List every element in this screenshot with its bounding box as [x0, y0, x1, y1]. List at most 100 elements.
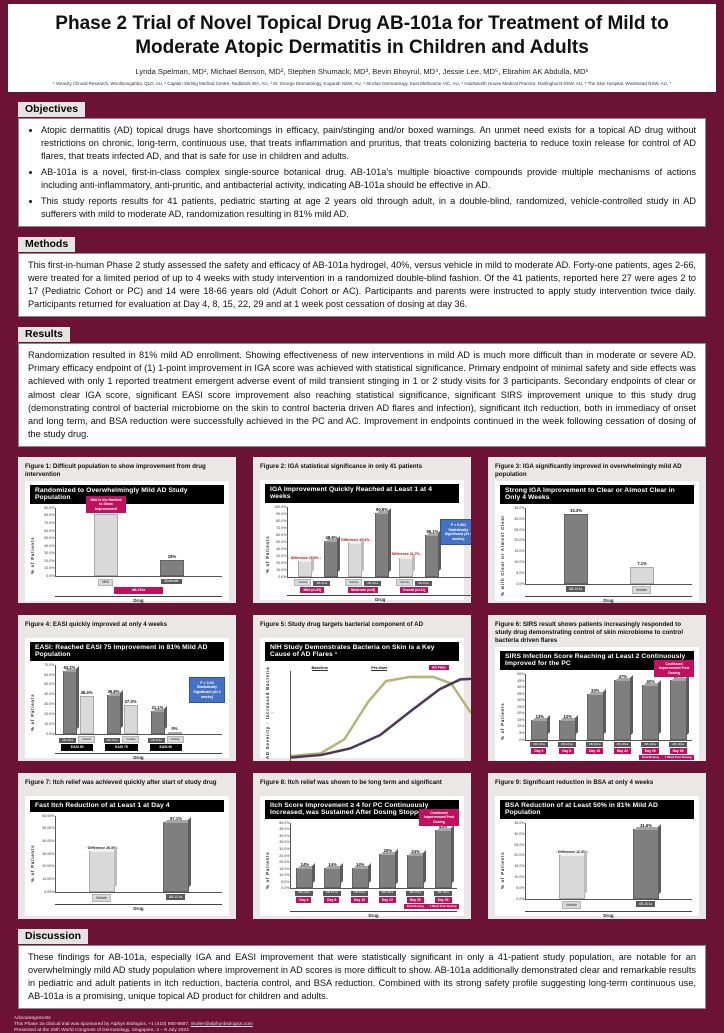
poster-title: Phase 2 Trial of Novel Topical Drug AB-1… [55, 13, 669, 59]
bar-cell: 14% [319, 823, 347, 889]
plot-area: 0.0% 5.0% 10.0% 15.0% 20.0% 25.0% 30.0% 35.0% 40… [279, 808, 459, 890]
y-axis-tick: 30.0% [276, 553, 287, 558]
bar [296, 867, 314, 889]
bar-value-label: 14% [355, 861, 365, 867]
x-label-row: Vehicle AB-101a [525, 901, 692, 909]
series-tag: AB-101a [364, 581, 382, 586]
author-list: Lynda Spelman, MD¹, Michael Benson, MD²,… [135, 66, 589, 76]
sponsor-email-link[interactable]: nkoller@alphynbiologics.com [190, 1021, 253, 1027]
series-cell: AB-101a [346, 890, 374, 896]
group-label-row: EASI 50 EASI 75 EASI 90 [55, 744, 222, 751]
series-label-row: AB-101a AB-101a AB-101a AB-101a AB-101a AB-10… [290, 890, 457, 896]
bar [531, 720, 549, 740]
group-label-cell: Moderate (n=8) [338, 587, 389, 593]
bar-cell: 33.3% [556, 508, 596, 584]
phase-label: AD Flare [409, 665, 469, 671]
phase-text: Baseline [311, 664, 328, 672]
chart-body: % of Patients 0.00% 10.00% 20.00% 30.00% 40.0… [30, 814, 224, 911]
bar [586, 694, 604, 740]
day-tag: Day 29 [641, 748, 659, 754]
figure-panel: Figure 2: IGA statistical significance i… [253, 456, 471, 603]
y-axis-tick: 35.0% [514, 505, 525, 510]
bar-value-label: 56.1% [426, 529, 439, 535]
day-cell: Day 29 [401, 897, 429, 903]
chart-title-bar: BSA Reduction of at Least 50% in 81% Mil… [500, 799, 694, 819]
bar-column: 36.4% [79, 665, 94, 734]
phase-text: AD Flare [428, 665, 449, 671]
group-bar-pair: ↑ Difference 31.7% ↓ 56.1% [389, 507, 440, 577]
series-cell: AB-101a [318, 890, 346, 896]
day-tag: Day 15 [351, 897, 369, 903]
group-cell: 21.1% 0% [144, 665, 188, 734]
series-cell: AB-101a [664, 742, 692, 747]
difference-annotation: ↑ Difference 45.4% ↓ [338, 537, 372, 542]
y-axis-tick: 90.0% [44, 505, 55, 510]
bar-value-label: 14% [328, 861, 337, 867]
x-label-cell: Vehicle [550, 901, 594, 909]
chart-title-bar: SIRS Infection Score Reaching at Least 2… [500, 650, 694, 670]
callout-box: Continued Improvement Post Dosing [419, 808, 459, 826]
series-tag-pair: AB-101a Vehicle [59, 736, 96, 743]
y-axis-tick: 25.0% [514, 842, 525, 847]
bar [160, 559, 184, 577]
series-cell: AB-101a [401, 890, 429, 896]
legend-tag: AB-101a [113, 587, 164, 594]
y-axis-tick: 10% [517, 724, 525, 729]
figure-panel: Figure 1: Difficult population to show i… [18, 456, 236, 603]
series-cell: Vehicle AB-101a [389, 579, 440, 586]
series-cell: AB-101a [608, 742, 636, 747]
group-tag: Overall (n=41) [399, 587, 429, 593]
x-category-tag: Vehicle [562, 901, 581, 909]
figure-panel: Figure 9: Significant reduction in BSA a… [488, 772, 706, 919]
day-cell: Day 8 [553, 748, 581, 754]
figure-caption: Figure 3: IGA significantly improved in … [495, 462, 682, 478]
plot-area: 0.0% 5.0% 10.0% 15.0% 20.0% 25.0% 30.0% 35.0% ↑ … [514, 821, 692, 901]
group-cell: ↑ Difference 28.6% ↓ 48.6% [288, 507, 339, 577]
y-axis-tick: 25.0% [514, 527, 525, 532]
series-tag: AB-101a [530, 742, 548, 747]
bar-value-label: 47% [618, 673, 628, 679]
series-cell: Vehicle AB-101a [287, 579, 338, 586]
sponsor-text: This Phase 2a clinical trial was sponsor… [14, 1021, 191, 1027]
figure-caption: Figure 5: Study drug targets bacterial c… [260, 620, 424, 628]
bar-cell: 14% [291, 823, 319, 889]
section-objectives: Objectives Atopic dermatitis (AD) topica… [18, 99, 706, 228]
figure-chart-card: Itch Score Improvement ≥ 4 for PC Contin… [260, 795, 464, 918]
y-axis-tick: 70.0% [44, 662, 55, 667]
bar-cell: ↑ Difference 26.3% ↓ [80, 816, 124, 892]
series-cell: AB-101a Vehicle [144, 736, 188, 743]
group-tag: Moderate (n=8) [348, 587, 379, 593]
series-cell: AB-101a [553, 742, 581, 747]
day-label-row: Day 4 Day 8 Day 15 Day 22 Day 29 Day 36 [525, 748, 692, 754]
bar [324, 540, 339, 577]
bar [642, 685, 660, 740]
bar-column: ↑ Difference 28.6% ↓ [288, 507, 321, 577]
y-axis-label: AD Severity ↑ Increased Bacteria ↑ [265, 666, 275, 759]
series-tag: AB-101a [322, 890, 341, 896]
callout-box: Mild is the Hardest to Show Improvement [86, 495, 126, 513]
bar [398, 557, 413, 577]
series-tag-pair: AB-101a Vehicle [103, 736, 140, 743]
y-axis-label: % of Patients [30, 844, 35, 882]
group-cell: ↑ Difference 31.7% ↓ 56.1% [389, 507, 440, 577]
y-axis-tick: 0.0% [516, 896, 525, 901]
y-axis-tick: 40.0% [44, 543, 55, 548]
day-tag: Day 36 [669, 748, 687, 754]
sub-tag: Final Dosing [638, 755, 662, 760]
bar-cell: 40% [637, 674, 665, 740]
bar [106, 695, 121, 734]
y-axis-tick: 15.0% [514, 864, 525, 869]
figure-caption: Figure 4: EASI quickly improved at only … [25, 620, 168, 628]
y-axis-label: % of Patients [30, 693, 35, 731]
group-tag: EASI 50 [60, 744, 94, 751]
y-axis-label: % with Clear or Almost Clear [500, 514, 505, 596]
bar-value-label: 13% [563, 714, 572, 720]
x-category-tag: AB-101a [565, 586, 586, 592]
x-category-tag: Vehicle [92, 894, 111, 902]
phase-label: Pre-flare [350, 664, 410, 672]
figure-panel: Figure 4: EASI quickly improved at only … [18, 614, 236, 761]
figure-chart-card: Randomized to Overwhelmingly Mild AD Stu… [25, 480, 229, 603]
phase-label: Resolving Flare [469, 665, 471, 670]
objective-item: This study reports results for 41 patien… [41, 195, 696, 221]
chart-plot-column: Baseline Pre-flare AD Flare Resolving Flare… [290, 664, 471, 761]
